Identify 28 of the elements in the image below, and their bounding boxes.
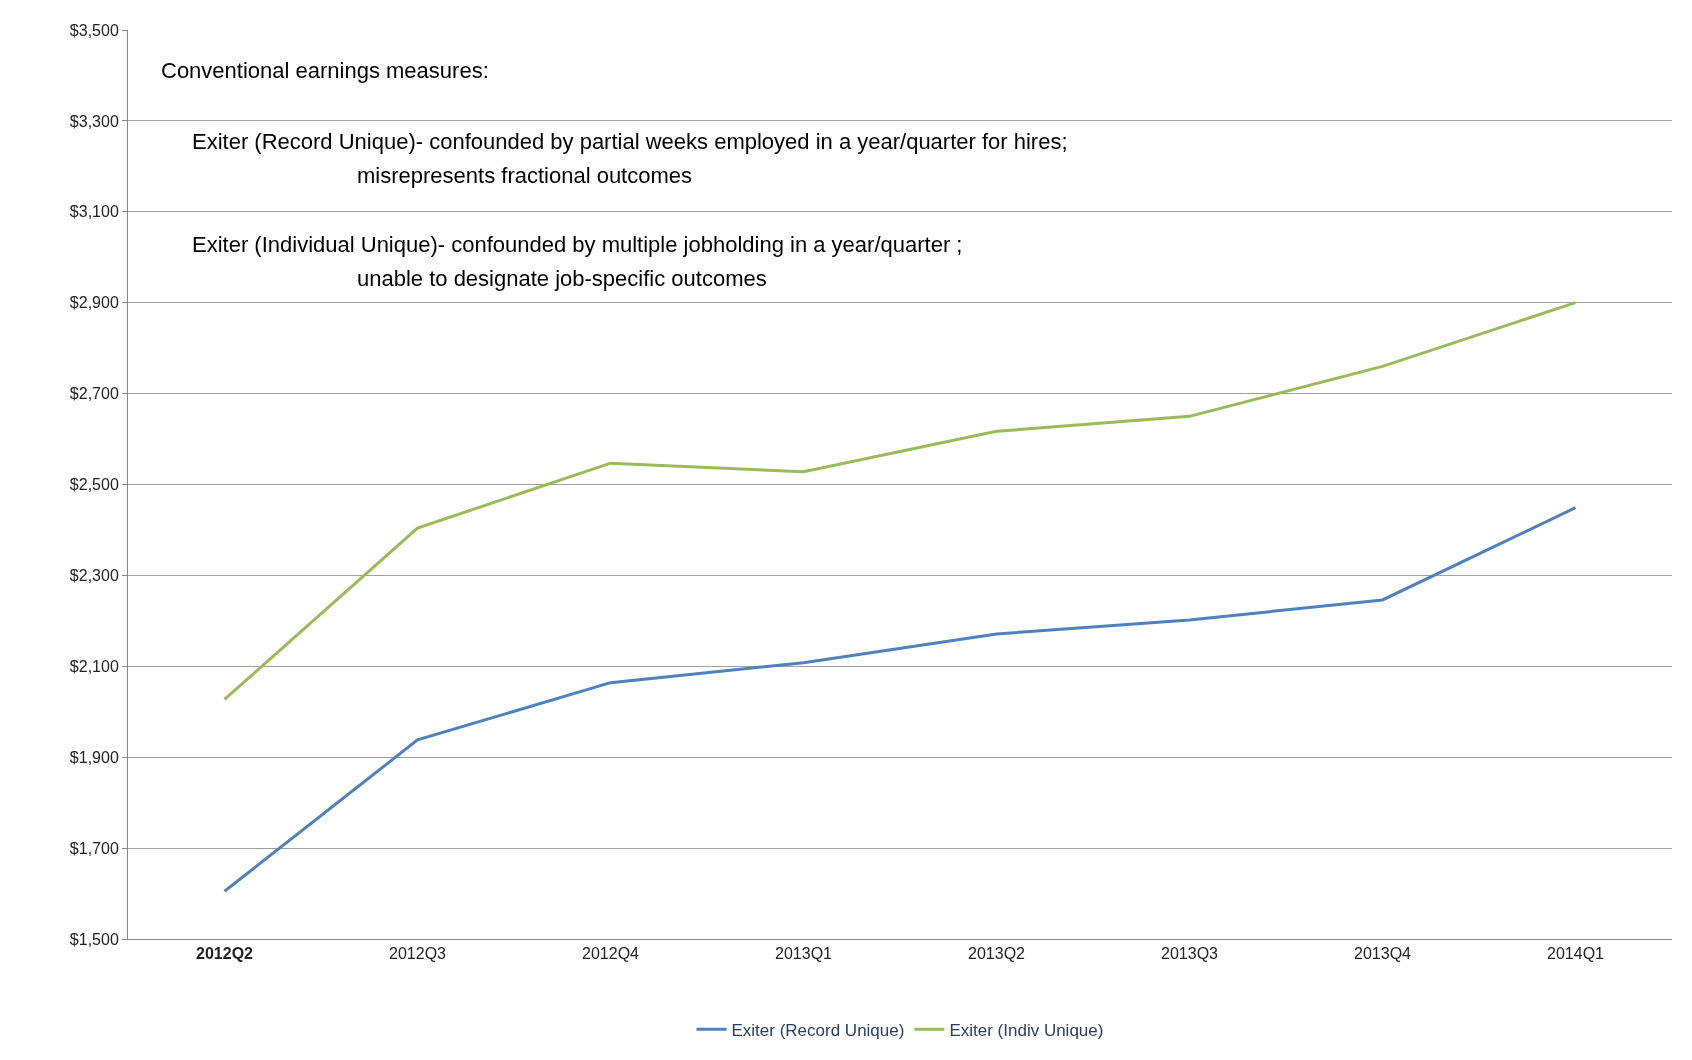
y-tick-label: $1,700	[69, 839, 119, 857]
x-tick-label: 2012Q2	[196, 945, 254, 963]
annotation: Conventional earnings measures:	[161, 58, 489, 83]
y-tick-label: $3,100	[69, 203, 119, 221]
legend-label: Exiter (Record Unique)	[731, 1020, 905, 1040]
annotation: misrepresents fractional outcomes	[357, 163, 693, 188]
x-tick-label: 2013Q1	[775, 945, 833, 963]
y-tick-label: $3,500	[69, 21, 119, 39]
y-tick-label: $2,300	[69, 567, 119, 584]
y-tick-label: $2,700	[69, 385, 119, 403]
y-tick-label: $2,500	[69, 476, 119, 494]
x-tick-label: 2014Q1	[1547, 945, 1605, 963]
y-tick-label: $1,500	[69, 930, 119, 948]
x-tick-label: 2012Q3	[389, 945, 447, 963]
x-tick-label: 2013Q4	[1354, 945, 1412, 963]
x-tick-label: 2012Q4	[582, 945, 640, 963]
annotation: Exiter (Record Unique)- confounded by partial weeks employed in a year/quarter for hires;	[192, 129, 1068, 154]
legend-label: Exiter (Indiv Unique)	[949, 1020, 1104, 1040]
y-tick-label: $1,900	[69, 748, 119, 766]
annotation: Exiter (Individual Unique)- confounded by multiple jobholding in a year/quarter ;	[192, 232, 963, 257]
y-tick-label: $2,100	[69, 657, 119, 675]
y-tick-label: $2,900	[69, 294, 119, 312]
y-tick-label: $3,300	[69, 112, 119, 130]
line-series	[223, 506, 1577, 893]
line-series	[223, 301, 1577, 701]
annotation: unable to designate job-specific outcomes	[357, 266, 767, 291]
x-tick-label: 2013Q2	[968, 945, 1026, 963]
x-tick-label: 2013Q3	[1161, 945, 1219, 963]
